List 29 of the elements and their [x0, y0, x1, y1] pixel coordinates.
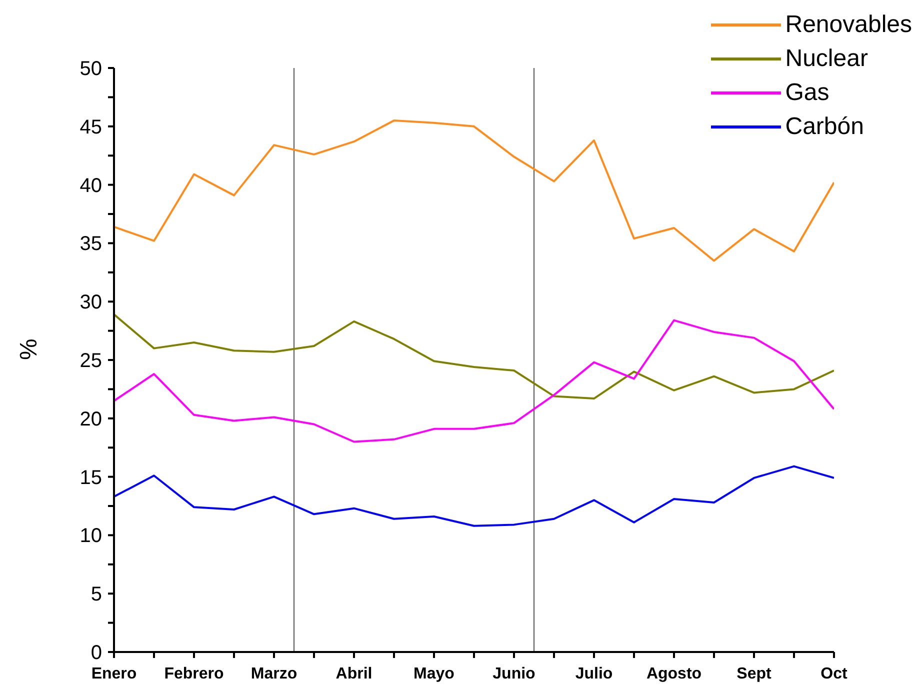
line-series — [114, 313, 834, 400]
y-tick-label: 50 — [80, 58, 102, 80]
x-tick-label: Julio — [575, 665, 613, 682]
y-tick-label: 35 — [80, 233, 102, 256]
line-series — [114, 465, 834, 527]
legend-label: Nuclear — [785, 44, 868, 74]
x-tick-label: Mayo — [414, 665, 455, 682]
y-tick-label: 5 — [90, 584, 102, 606]
legend-label: Renovables — [785, 10, 912, 40]
x-tick-label: Febrero — [164, 665, 224, 682]
y-axis-title: % — [16, 338, 43, 360]
y-tick-label: 15 — [80, 466, 102, 489]
x-tick-label: Agosto — [646, 665, 702, 682]
y-tick-label: 25 — [80, 350, 102, 372]
legend-label: Carbón — [785, 112, 864, 142]
y-tick-label: 45 — [80, 116, 102, 138]
legend-label: Gas — [785, 78, 830, 108]
x-tick-label: Junio — [492, 665, 536, 682]
y-tick-label: 10 — [80, 525, 102, 548]
x-tick-label: Sept — [736, 665, 772, 682]
y-tick-label: 40 — [80, 174, 102, 197]
line-series — [114, 319, 834, 443]
x-tick-label: Oct — [820, 665, 848, 682]
y-tick-label: 20 — [80, 408, 102, 430]
y-tick-label: 0 — [90, 642, 102, 664]
x-tick-label: Enero — [91, 665, 137, 682]
x-tick-label: Marzo — [250, 665, 298, 682]
y-tick-label: 30 — [80, 292, 102, 314]
x-tick-label: Abril — [336, 665, 372, 682]
